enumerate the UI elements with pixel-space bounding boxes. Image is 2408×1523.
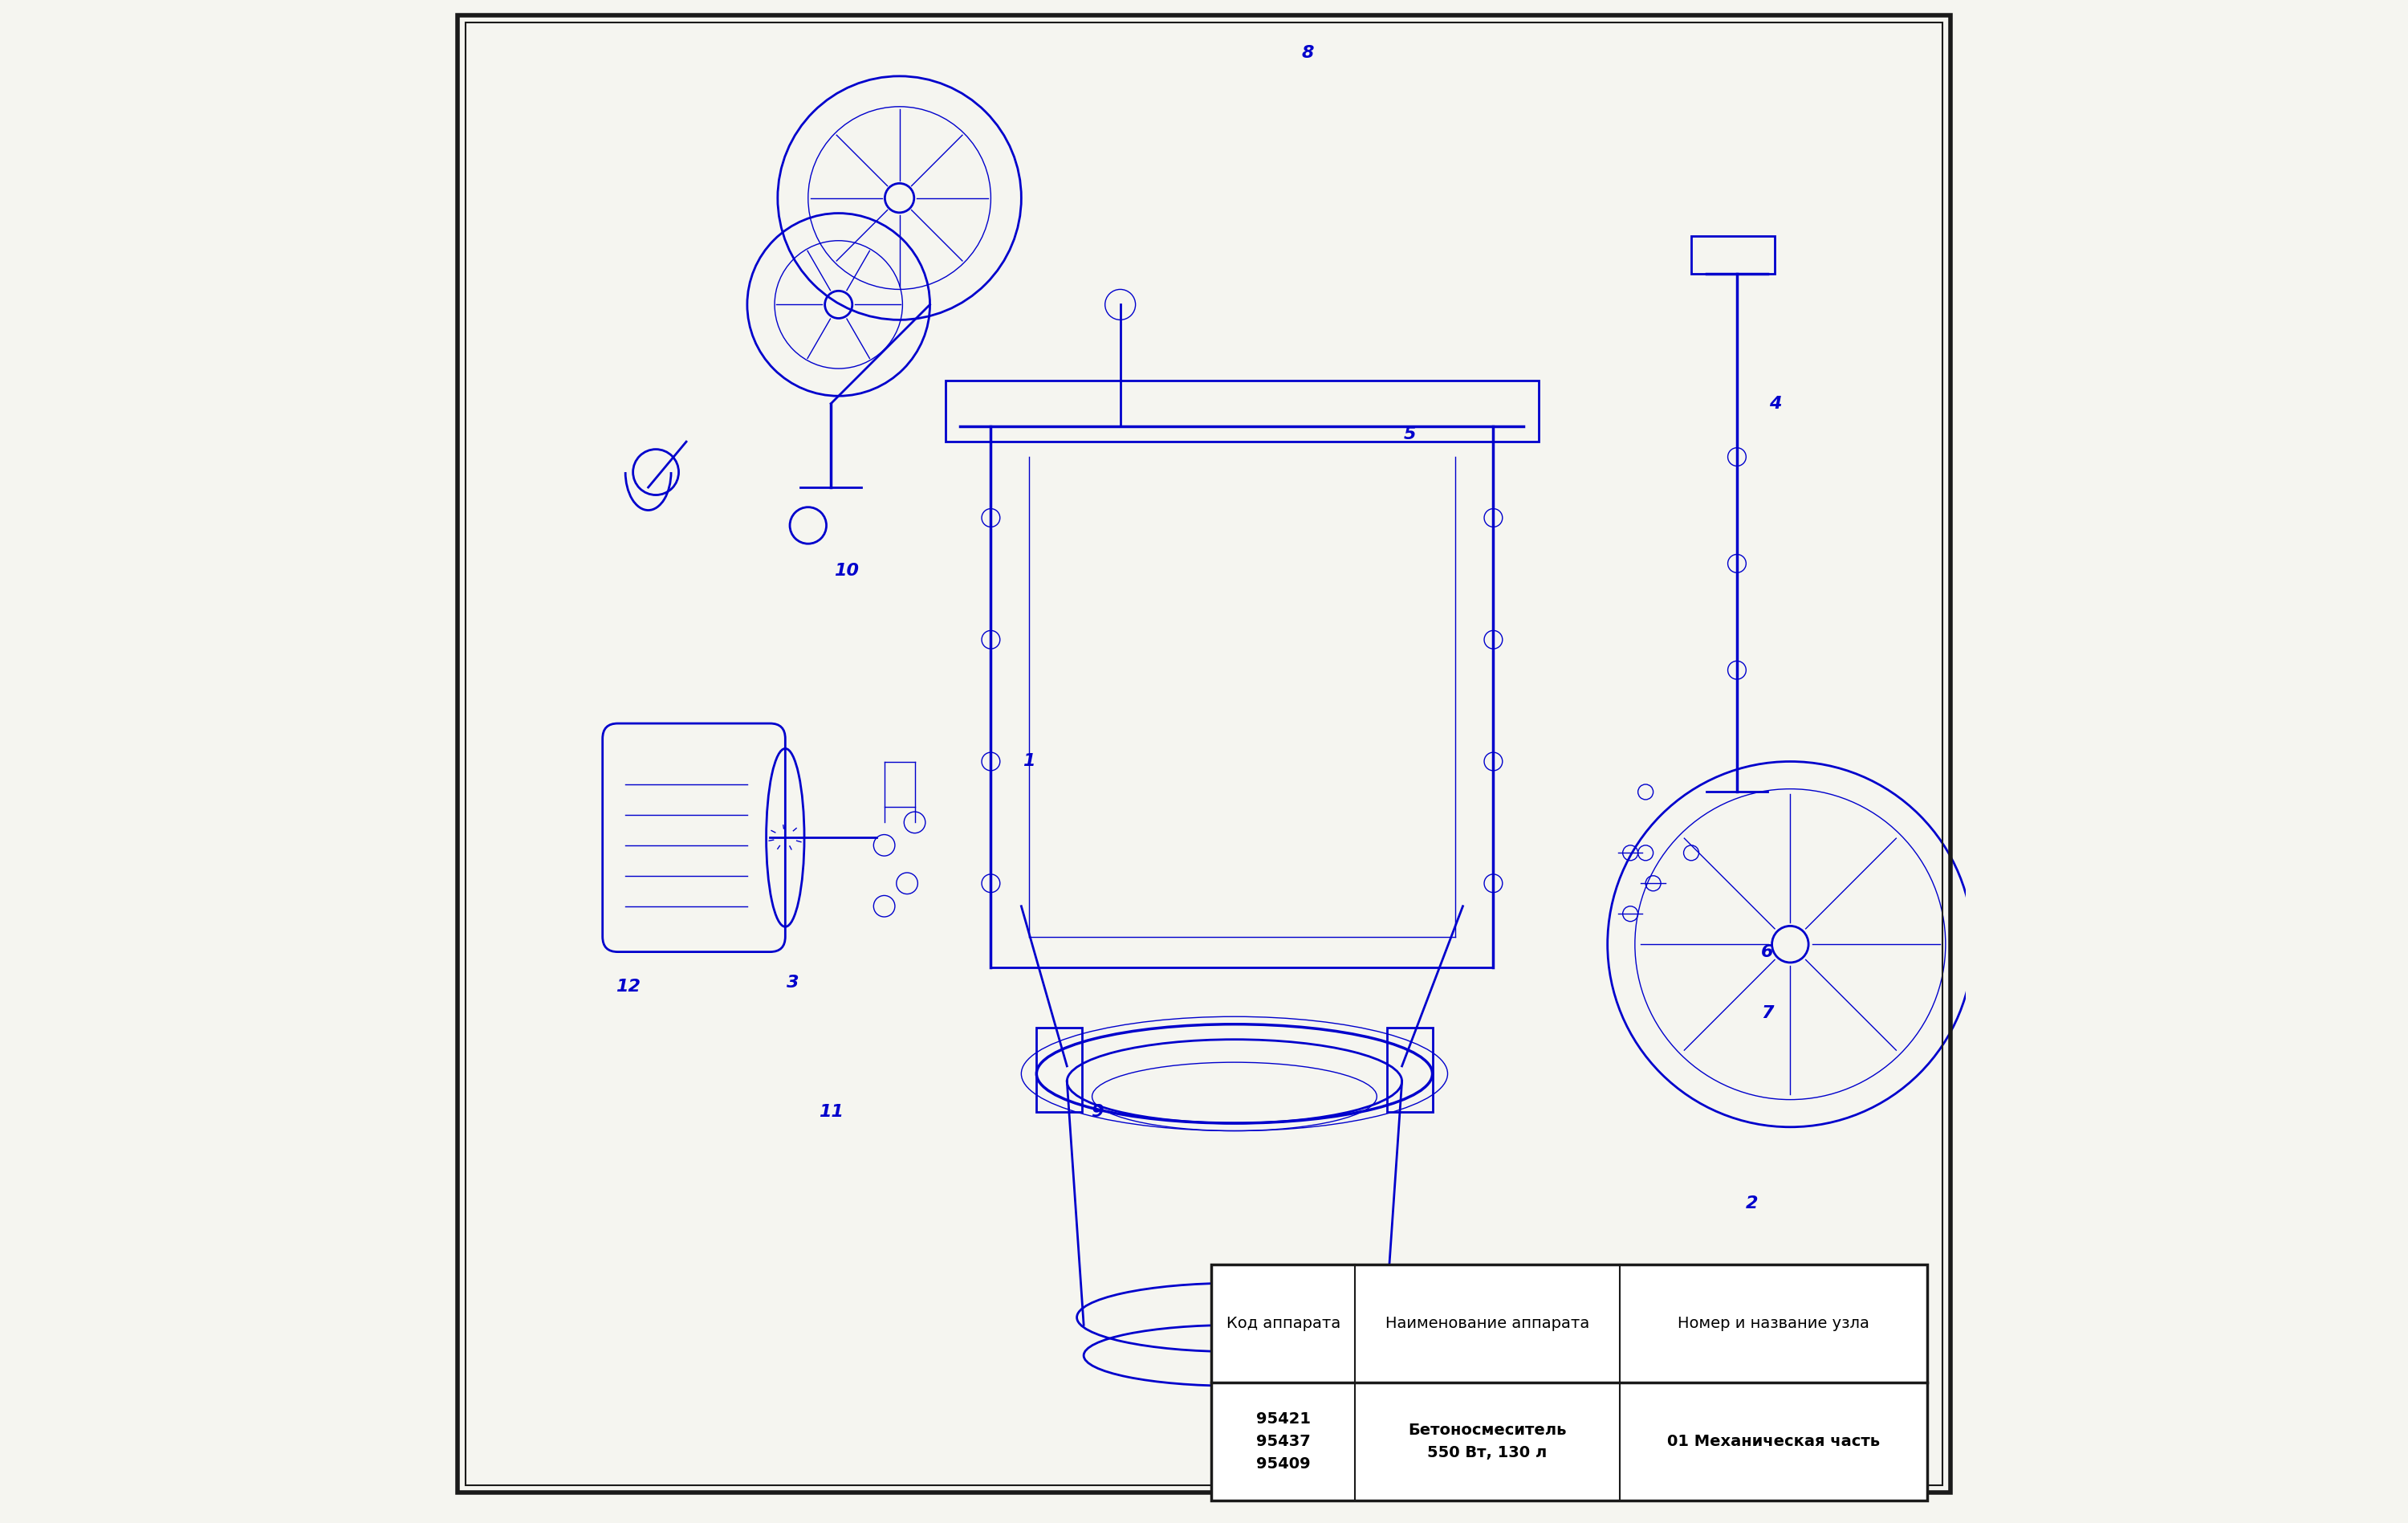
Text: Номер и название узла: Номер и название узла	[1678, 1316, 1869, 1331]
Text: 1: 1	[1023, 754, 1035, 769]
Text: 11: 11	[819, 1104, 843, 1119]
Text: Бетоносмеситель
550 Вт, 130 л: Бетоносмеситель 550 Вт, 130 л	[1409, 1422, 1565, 1461]
Text: 5: 5	[1404, 426, 1416, 442]
Bar	[1211, 1264, 1926, 1500]
Text: 10: 10	[833, 564, 860, 579]
Bar	[1035, 1028, 1081, 1112]
Bar	[946, 381, 1539, 442]
Text: 6: 6	[1760, 944, 1775, 959]
Text: 8: 8	[1300, 46, 1315, 61]
Text: 95421
95437
95409: 95421 95437 95409	[1257, 1410, 1310, 1471]
Bar	[1690, 236, 1775, 274]
Text: 7: 7	[1760, 1005, 1775, 1020]
Text: 01 Механическая часть: 01 Механическая часть	[1666, 1433, 1881, 1448]
Text: Наименование аппарата: Наименование аппарата	[1385, 1316, 1589, 1331]
Text: 2: 2	[1746, 1196, 1758, 1211]
Bar	[1387, 1028, 1433, 1112]
Text: 9: 9	[1091, 1104, 1103, 1119]
Text: Код аппарата: Код аппарата	[1226, 1316, 1341, 1331]
Text: 4: 4	[1770, 396, 1782, 411]
Text: 3: 3	[787, 975, 799, 990]
Text: 12: 12	[616, 979, 641, 995]
